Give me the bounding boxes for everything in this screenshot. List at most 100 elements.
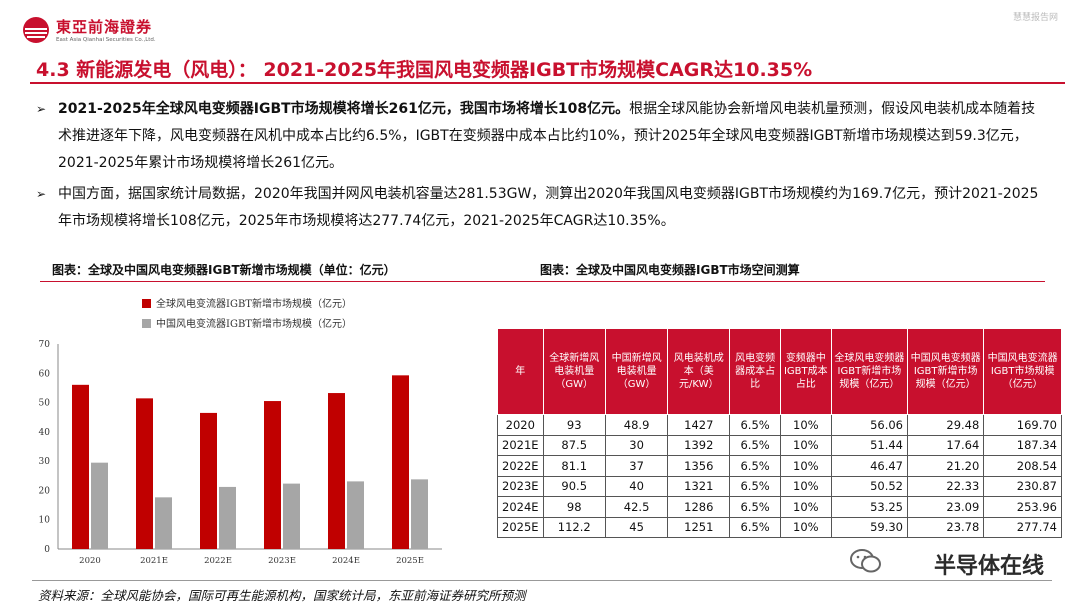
table-cell: 23.78	[907, 516, 985, 538]
table-header-cell: 年	[497, 328, 544, 415]
table-header-cell: 中国风电变流器IGBT市场规模（亿元）	[983, 328, 1062, 415]
table-cell: 48.9	[604, 414, 669, 436]
table-cell: 2020	[497, 414, 544, 436]
bar-chart: 全球风电变流器IGBT新增市场规模（亿元） 中国风电变流器IGBT新增市场规模（亿…	[39, 297, 442, 566]
table-cell: 46.47	[830, 455, 909, 477]
caption-divider	[40, 281, 1045, 282]
x-tick-label: 2024E	[332, 556, 360, 566]
y-tick-label: 50	[39, 399, 51, 409]
y-tick-label: 40	[39, 428, 51, 438]
table-header-cell: 中国新增风电装机量（GW）	[604, 328, 669, 415]
table-cell: 50.52	[830, 475, 909, 497]
table-cell: 1321	[667, 475, 731, 497]
y-tick-label: 20	[39, 486, 51, 496]
table-cell: 208.54	[983, 455, 1062, 477]
table-cell: 1286	[667, 496, 731, 518]
bullet-bold-text: 2021-2025年全球风电变频器IGBT市场规模将增长261亿元，我国市场将增…	[58, 101, 630, 117]
logo-subtitle: East Asia Qianhai Securities Co.,Ltd.	[56, 37, 156, 43]
bar	[347, 481, 364, 549]
table-cell: 6.5%	[729, 516, 781, 538]
table-header-cell: 风电装机成本（美元/KW）	[667, 328, 731, 415]
y-tick-label: 10	[39, 516, 51, 526]
table-cell: 22.33	[907, 475, 985, 497]
logo-name: 東亞前海證券	[56, 18, 153, 36]
table-cell: 10%	[779, 516, 832, 538]
table-cell: 253.96	[983, 496, 1062, 518]
table-cell: 112.2	[542, 516, 606, 538]
table-cell: 1392	[667, 434, 731, 456]
wechat-icon	[850, 549, 881, 573]
table-cell: 90.5	[542, 475, 606, 497]
table-cell: 17.64	[907, 434, 985, 456]
table-cell: 87.5	[542, 434, 606, 456]
bar	[72, 384, 89, 549]
table-row: 2022E 81.1 37 1356 6.5% 10% 46.47 21.20 208.54	[497, 455, 1062, 477]
y-tick-label: 60	[39, 369, 51, 379]
bar	[392, 375, 409, 549]
table-cell: 6.5%	[729, 455, 781, 477]
x-tick-label: 2025E	[396, 556, 424, 566]
table-cell: 169.70	[983, 414, 1062, 436]
x-tick-label: 2021E	[140, 556, 168, 566]
table-cell: 10%	[779, 414, 832, 436]
bar	[91, 462, 108, 549]
company-logo: 東亞前海證券 East Asia Qianhai Securities Co.,…	[22, 12, 192, 48]
page-title: 4.3 新能源发电（风电）： 2021-2025年我国风电变频器IGBT市场规模…	[36, 59, 813, 81]
table-cell: 51.44	[830, 434, 909, 456]
y-tick-label: 30	[39, 457, 51, 467]
table-cell: 6.5%	[729, 496, 781, 518]
table-header-cell: 中国风电变频器IGBT新增市场规模（亿元）	[907, 328, 985, 415]
x-tick-label: 2020	[79, 556, 101, 566]
table-cell: 10%	[779, 496, 832, 518]
table-cell: 230.87	[983, 475, 1062, 497]
table-header-row: 年全球新增风电装机量（GW） 中国新增风电装机量（GW） 风电装机成本（美元/KW）…	[497, 328, 1062, 415]
top-right-text: 慧慧报告网	[1012, 13, 1058, 23]
table-cell: 2024E	[497, 496, 544, 518]
legend-swatch	[142, 319, 151, 328]
table-cell: 98	[542, 496, 606, 518]
market-table: 年全球新增风电装机量（GW） 中国新增风电装机量（GW） 风电装机成本（美元/KW）…	[497, 328, 1062, 540]
bar	[155, 497, 172, 549]
x-tick-label: 2023E	[268, 556, 296, 566]
table-row: 2023E 90.5 40 1321 6.5% 10% 50.52 22.33 230.87	[497, 475, 1062, 497]
table-cell: 10%	[779, 434, 832, 456]
legend-label: 全球风电变流器IGBT新增市场规模（亿元）	[156, 297, 352, 310]
bar	[283, 483, 300, 549]
bullet-text: 根据全球风能协会新增风电装机量预测，假设风电装机成本随着技术推进逐年下降，风电变…	[58, 101, 1036, 171]
table-cell: 10%	[779, 455, 832, 477]
table-row: 2021E 87.5 30 1392 6.5% 10% 51.44 17.64 187.34	[497, 434, 1062, 456]
bullet-item: ➢ 中国方面，据国家统计局数据，2020年我国并网风电装机容量达281.53GW，…	[36, 181, 1046, 235]
legend-swatch	[142, 299, 151, 308]
table-cell: 42.5	[604, 496, 669, 518]
table-cell: 23.09	[907, 496, 985, 518]
footer-divider	[32, 580, 1052, 581]
source-note: 资料来源：全球风能协会，国际可再生能源机构，国家统计局，东亚前海证券研究所预测	[38, 588, 526, 603]
bullet-list: ➢ 2021-2025年全球风电变频器IGBT市场规模将增长261亿元，我国市场将…	[36, 96, 1046, 239]
table-body: 2020 93 48.9 1427 6.5% 10% 56.06 29.48 169.70 202…	[497, 414, 1062, 538]
bar	[264, 401, 281, 549]
bar	[328, 393, 345, 549]
arrow-bullet-icon: ➢	[36, 102, 47, 116]
table-cell: 21.20	[907, 455, 985, 477]
table-cell: 6.5%	[729, 434, 781, 456]
bar	[219, 486, 236, 549]
table-cell: 2023E	[497, 475, 544, 497]
table-cell: 1251	[667, 516, 731, 538]
table-header-cell: 全球新增风电装机量（GW）	[542, 328, 606, 415]
table-cell: 2022E	[497, 455, 544, 477]
table-cell: 37	[604, 455, 669, 477]
chart-caption: 图表：全球及中国风电变频器IGBT新增市场规模（单位：亿元）	[52, 263, 396, 277]
bullet-text: 中国方面，据国家统计局数据，2020年我国并网风电装机容量达281.53GW，测…	[58, 186, 1039, 229]
bar	[200, 412, 217, 549]
y-tick-label: 70	[39, 340, 51, 350]
arrow-bullet-icon: ➢	[36, 187, 47, 201]
table-cell: 6.5%	[729, 414, 781, 436]
table-cell: 45	[604, 516, 669, 538]
table-row: 2024E 98 42.5 1286 6.5% 10% 53.25 23.09 253.96	[497, 496, 1062, 518]
table-header-cell: 变频器中IGBT成本占比	[779, 328, 832, 415]
logo-mark-icon	[23, 17, 49, 43]
table-header-cell: 全球风电变频器IGBT新增市场规模（亿元）	[830, 328, 909, 415]
table-cell: 187.34	[983, 434, 1062, 456]
bullet-item: ➢ 2021-2025年全球风电变频器IGBT市场规模将增长261亿元，我国市场将…	[36, 96, 1046, 177]
table-cell: 277.74	[983, 516, 1062, 538]
